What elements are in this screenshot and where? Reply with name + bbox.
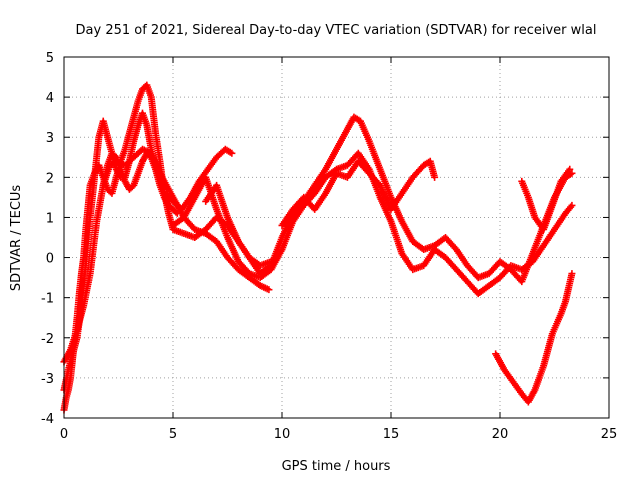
- data-point: [568, 201, 576, 209]
- chart-title: Day 251 of 2021, Sidereal Day-to-day VTE…: [76, 23, 597, 38]
- y-tick-label: 2: [46, 171, 54, 186]
- grid: [63, 56, 610, 419]
- y-tick-label: 0: [46, 252, 54, 267]
- x-tick-label: 0: [60, 427, 68, 442]
- series-trace-8: [492, 270, 576, 406]
- data-point: [431, 173, 439, 181]
- data-points: [60, 81, 576, 414]
- y-tick-label: -2: [41, 332, 54, 347]
- y-tick-label: 4: [46, 91, 54, 106]
- x-tick-label: 15: [383, 427, 400, 442]
- data-point: [568, 270, 576, 278]
- y-tick-label: -1: [41, 292, 54, 307]
- plot-frame: [63, 56, 610, 419]
- x-axis-label: GPS time / hours: [282, 459, 391, 474]
- data-point-interp: [172, 208, 180, 216]
- series-trace-7: [278, 157, 439, 229]
- x-tick-label: 25: [601, 427, 618, 442]
- x-tick-label: 5: [169, 427, 177, 442]
- data-point: [228, 149, 236, 157]
- tick-labels: 0 5 10 15 20 25 -4 -3 -2 -1 0 1 2 3 4 5: [41, 51, 617, 442]
- y-tick-label: -3: [41, 372, 54, 387]
- series-trace-9: [518, 165, 574, 233]
- y-tick-label: 3: [46, 131, 54, 146]
- y-tick-label: 1: [46, 211, 54, 226]
- data-point: [566, 165, 574, 173]
- x-tick-label: 10: [274, 427, 291, 442]
- data-point: [173, 209, 181, 217]
- x-tick-label: 20: [492, 427, 509, 442]
- series-trace-4: [99, 149, 181, 217]
- y-axis-label: SDTVAR / TECUs: [9, 185, 24, 292]
- data-point: [265, 286, 273, 294]
- y-tick-label: 5: [46, 51, 54, 66]
- y-tick-label: -4: [41, 412, 54, 427]
